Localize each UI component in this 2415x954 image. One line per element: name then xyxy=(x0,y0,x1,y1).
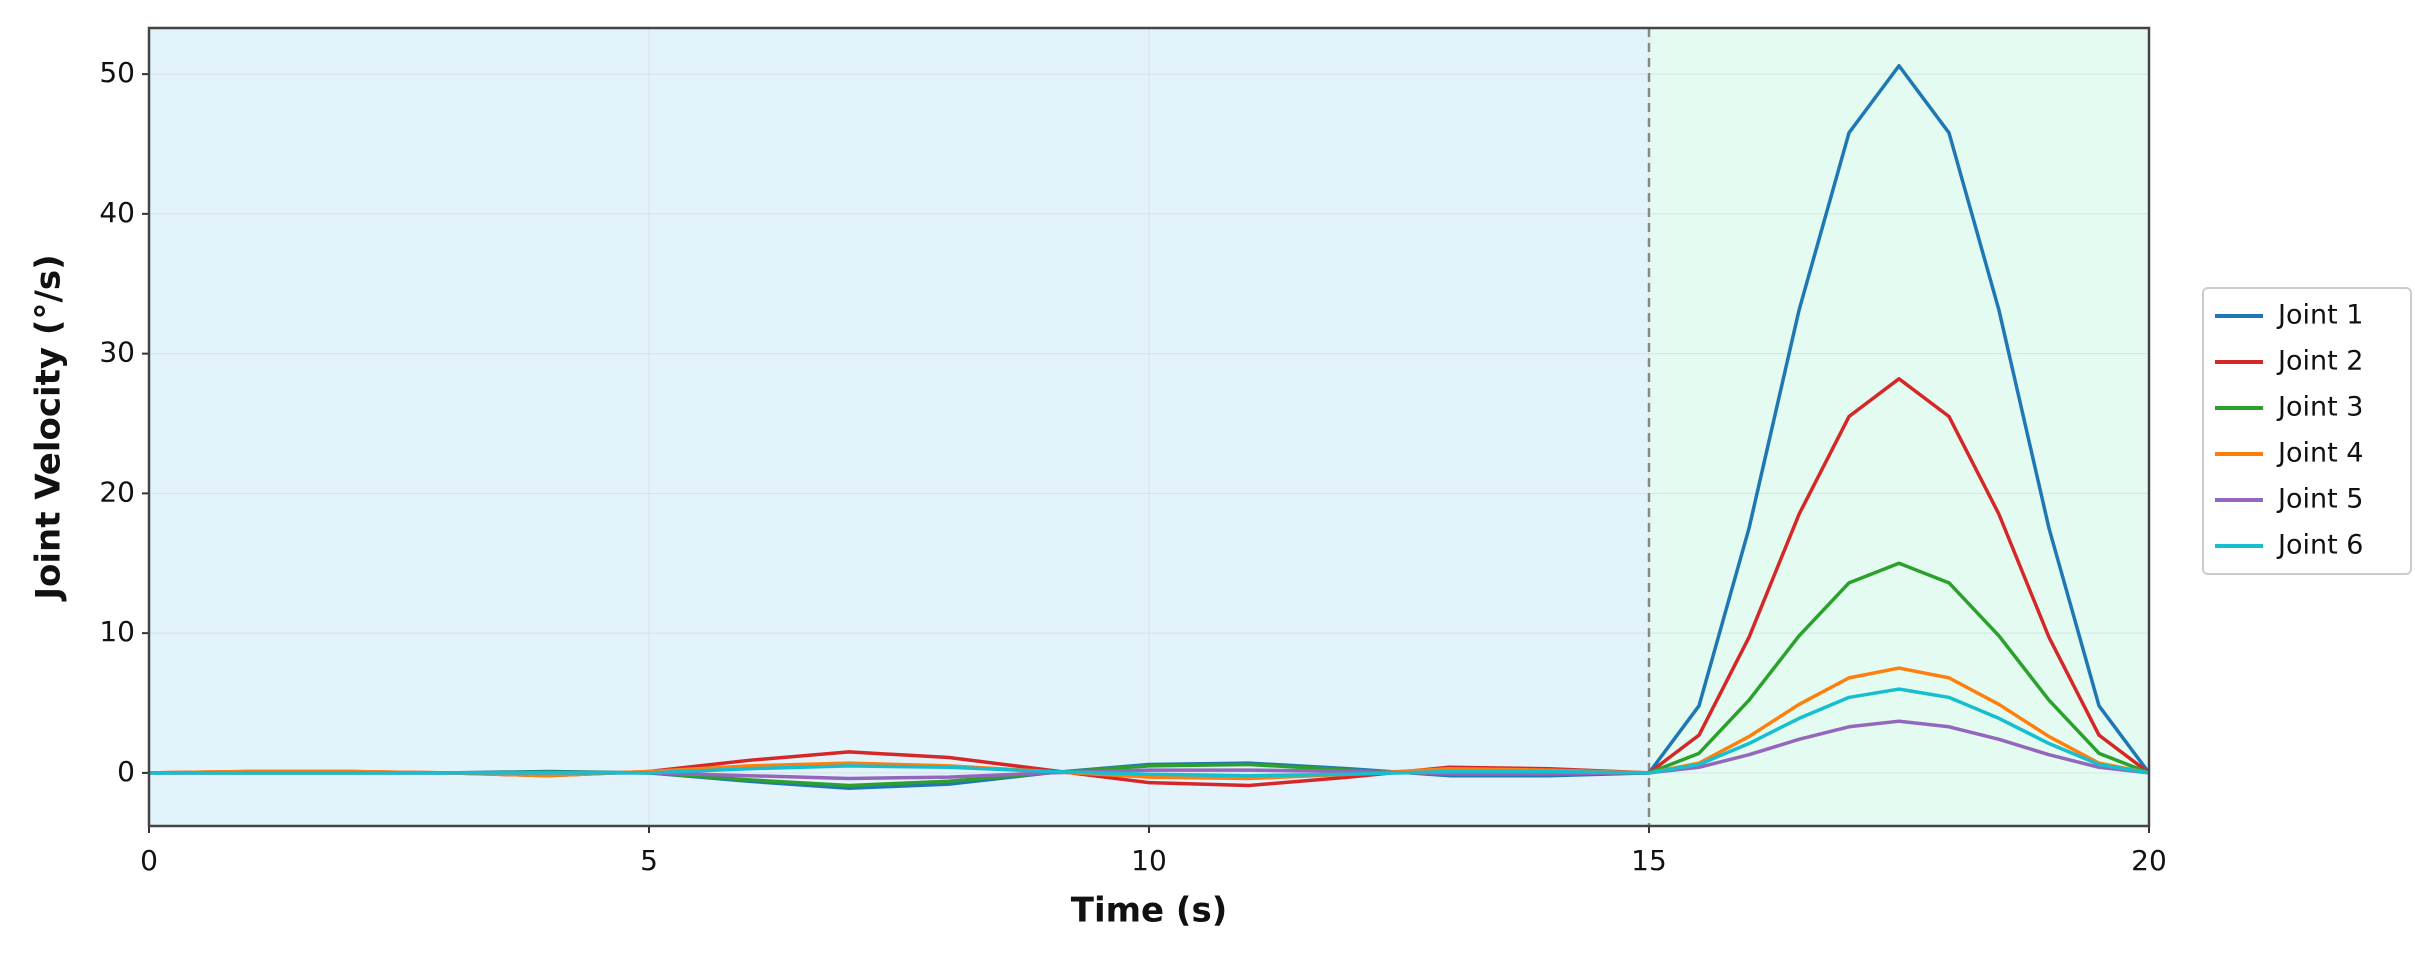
x-tick-label: 10 xyxy=(1131,844,1167,877)
legend-label: Joint 4 xyxy=(2276,438,2363,469)
series-line xyxy=(149,687,2150,778)
legend-label: Joint 6 xyxy=(2276,530,2363,561)
y-tick-label: 50 xyxy=(99,56,135,89)
legend-label: Joint 5 xyxy=(2276,484,2363,515)
x-tick-label: 0 xyxy=(140,844,158,877)
legend-box xyxy=(2202,287,2412,575)
y-axis-label: Joint Velocity (°/s) xyxy=(29,254,69,601)
y-tick-label: 20 xyxy=(99,475,135,508)
legend-label: Joint 2 xyxy=(2276,346,2363,377)
x-tick-label: 5 xyxy=(640,844,658,877)
plot-frame xyxy=(147,26,2151,828)
region xyxy=(149,28,1649,826)
legend-label: Joint 1 xyxy=(2276,300,2363,331)
x-axis-label: Time (s) xyxy=(1071,891,1228,931)
region xyxy=(1649,28,2149,826)
y-tick-label: 40 xyxy=(99,196,135,229)
x-tick-label: 20 xyxy=(2131,844,2167,877)
y-tick-label: 30 xyxy=(99,336,135,369)
y-tick-label: 0 xyxy=(117,755,135,788)
y-tick-label: 10 xyxy=(99,615,135,648)
legend-label: Joint 3 xyxy=(2276,392,2363,423)
x-tick-label: 15 xyxy=(1631,844,1667,877)
